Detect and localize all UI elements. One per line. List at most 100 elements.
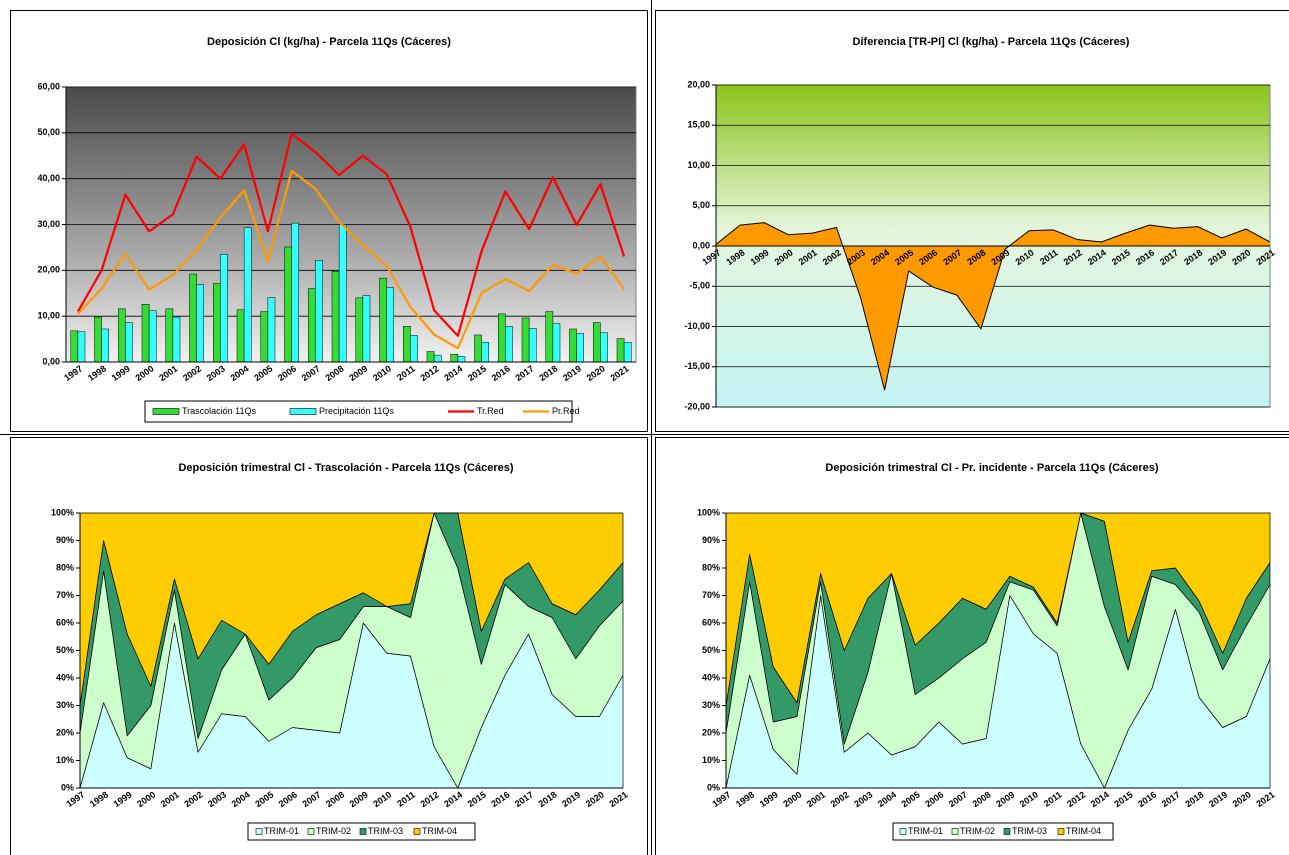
bar xyxy=(474,334,482,363)
legend-label: TRIM-04 xyxy=(1066,826,1101,836)
bar xyxy=(426,351,435,363)
bar xyxy=(220,254,228,363)
y-tick-label: 60% xyxy=(702,617,720,627)
bar xyxy=(362,295,371,363)
bar xyxy=(308,288,316,363)
legend-swatch xyxy=(359,828,367,835)
y-tick-label: 10,00 xyxy=(37,311,60,321)
y-tick-label: 50% xyxy=(56,645,74,655)
line-series xyxy=(77,169,626,350)
bar xyxy=(267,297,276,363)
y-tick-label: 10% xyxy=(56,755,74,765)
bar xyxy=(260,311,269,363)
y-tick-label: 40,00 xyxy=(37,173,60,183)
bar xyxy=(379,277,387,363)
line-series xyxy=(76,132,626,337)
bar xyxy=(545,311,554,363)
legend-label: Tr.Red xyxy=(477,406,504,416)
y-tick-label: 40% xyxy=(56,672,74,682)
y-tick-label: 0% xyxy=(707,782,720,792)
legend-label: TRIM-02 xyxy=(316,826,351,836)
bar xyxy=(284,246,292,363)
legend-swatch xyxy=(951,828,959,835)
y-tick-label: 50% xyxy=(702,645,720,655)
legend-box xyxy=(144,400,573,423)
legend-box xyxy=(892,822,1114,841)
chart-title: Deposición trimestral Cl - Pr. incidente… xyxy=(825,462,1159,474)
y-tick-label: 40% xyxy=(702,672,720,682)
legend-label: TRIM-01 xyxy=(908,826,943,836)
legend-swatch xyxy=(289,408,317,415)
legend-label: TRIM-01 xyxy=(264,826,299,836)
y-tick-label: 20,00 xyxy=(37,265,60,275)
y-tick-label: 100% xyxy=(697,507,720,517)
y-tick-label: 30% xyxy=(702,700,720,710)
legend-label: Trascolación 11Qs xyxy=(182,406,257,416)
bar xyxy=(521,317,530,363)
panel-frame xyxy=(655,10,1289,432)
bar xyxy=(165,308,174,363)
legend-label: Pr.Red xyxy=(552,406,580,416)
y-tick-label: 60% xyxy=(56,617,74,627)
bar xyxy=(77,331,86,363)
stacked-area xyxy=(725,512,1271,706)
y-tick-label: 90% xyxy=(702,535,720,545)
y-tick-label: 15,00 xyxy=(687,120,710,130)
bar xyxy=(450,353,459,363)
y-tick-label: 0% xyxy=(61,782,74,792)
y-tick-label: 80% xyxy=(702,562,720,572)
bar xyxy=(552,323,561,363)
y-tick-label: 30% xyxy=(56,700,74,710)
bar xyxy=(386,287,394,363)
legend-swatch xyxy=(152,408,180,415)
bar xyxy=(481,342,489,363)
y-tick-label: -5,00 xyxy=(689,281,710,291)
legend-swatch xyxy=(255,828,263,835)
bar xyxy=(433,354,442,363)
y-tick-label: -20,00 xyxy=(684,401,710,411)
stacked-area xyxy=(79,512,624,706)
bar xyxy=(101,328,109,363)
bar xyxy=(576,333,584,363)
area-line xyxy=(715,222,1271,391)
y-tick-label: 20% xyxy=(56,727,74,737)
bar xyxy=(505,326,513,363)
bar xyxy=(172,316,181,363)
bar xyxy=(355,297,364,363)
bar xyxy=(498,313,506,363)
legend-swatch xyxy=(307,828,315,835)
y-tick-label: 60,00 xyxy=(37,81,60,91)
y-tick-label: 30,00 xyxy=(37,219,60,229)
y-tick-label: 0,00 xyxy=(692,240,710,250)
bar xyxy=(291,222,299,363)
y-tick-label: 20,00 xyxy=(687,79,710,89)
bar xyxy=(70,330,79,363)
y-tick-label: 10,00 xyxy=(687,160,710,170)
y-tick-label: 5,00 xyxy=(692,200,710,210)
bar xyxy=(315,260,323,363)
y-tick-label: 100% xyxy=(51,507,74,517)
bar xyxy=(94,316,102,363)
chart-title: Diferencia [TR-PI] Cl (kg/ha) - Parcela … xyxy=(853,36,1130,48)
y-tick-label: 10% xyxy=(702,755,720,765)
bar xyxy=(189,273,197,363)
bar xyxy=(410,335,418,363)
y-tick-label: -10,00 xyxy=(684,321,710,331)
bar xyxy=(125,322,133,363)
bar xyxy=(148,310,157,363)
bar xyxy=(569,328,577,363)
bar xyxy=(338,224,347,363)
legend-label: TRIM-03 xyxy=(368,826,403,836)
y-tick-label: 70% xyxy=(702,590,720,600)
panel-frame xyxy=(10,437,648,855)
legend-label: TRIM-02 xyxy=(960,826,995,836)
bar xyxy=(196,284,204,363)
bar xyxy=(403,326,411,363)
bar xyxy=(457,356,466,363)
legend-swatch xyxy=(899,828,907,835)
panel-frame xyxy=(655,437,1289,855)
bar xyxy=(616,338,625,363)
bar xyxy=(118,308,126,363)
chart-title: Deposición trimestral Cl - Trascolación … xyxy=(178,462,513,474)
